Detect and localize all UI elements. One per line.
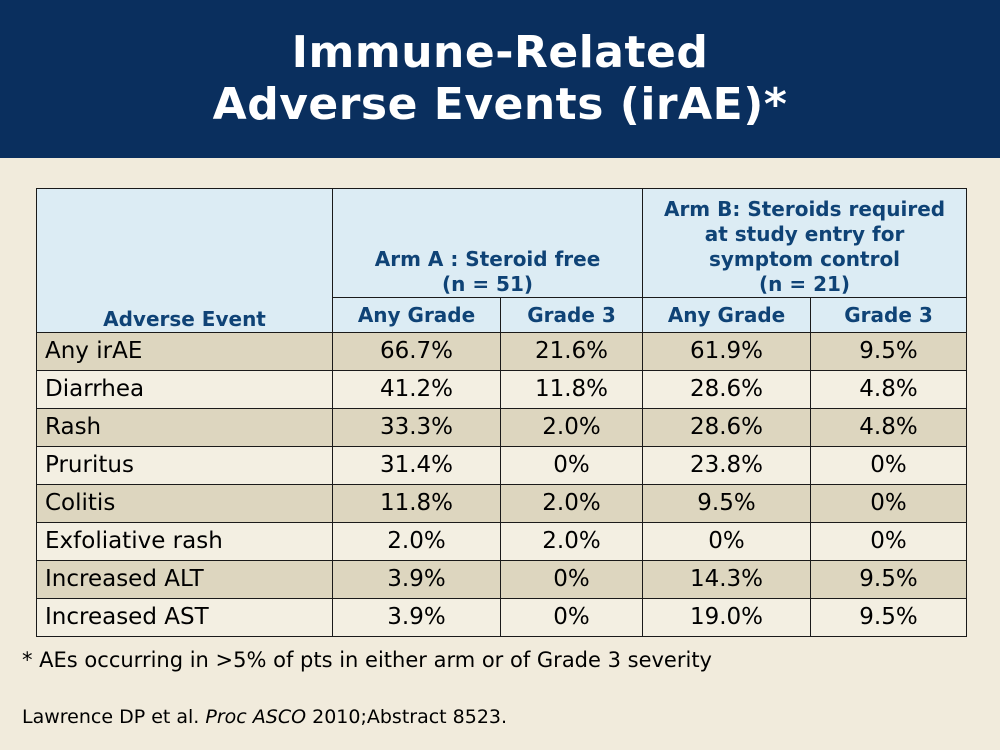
arm-a-any-grade-cell: 31.4%	[332, 446, 501, 485]
arm-b-any-grade-cell: 28.6%	[642, 408, 812, 447]
table-row: Exfoliative rash 2.0% 2.0% 0% 0%	[36, 522, 968, 561]
citation-authors: Lawrence DP et al.	[22, 706, 206, 728]
table-row: Increased AST 3.9% 0% 19.0% 9.5%	[36, 598, 968, 637]
citation: Lawrence DP et al. Proc ASCO 2010;Abstra…	[22, 706, 507, 728]
adverse-events-table: Adverse Event Arm A : Steroid free (n = …	[36, 188, 968, 637]
arm-a-grade3-cell: 0%	[499, 598, 644, 637]
arm-b-grade3-cell: 9.5%	[810, 598, 968, 637]
arm-a-any-grade-header: Any Grade	[332, 297, 501, 333]
arm-b-any-grade-header: Any Grade	[642, 297, 812, 333]
arm-b-label-2: at study entry for	[704, 222, 905, 246]
arm-a-grade3-cell: 21.6%	[499, 332, 644, 371]
arm-b-any-grade-cell: 0%	[642, 522, 812, 561]
arm-a-grade3-cell: 11.8%	[499, 370, 644, 409]
arm-b-grade3-cell: 9.5%	[810, 332, 968, 371]
arm-a-any-grade-cell: 2.0%	[332, 522, 501, 561]
event-cell: Rash	[36, 408, 333, 447]
arm-b-grade3-cell: 0%	[810, 446, 968, 485]
event-cell: Diarrhea	[36, 370, 333, 409]
arm-a-any-grade-cell: 3.9%	[332, 560, 501, 599]
title-bar: Immune-Related Adverse Events (irAE)*	[0, 0, 1000, 158]
arm-b-label-1: Arm B: Steroids required	[663, 197, 946, 221]
arm-b-any-grade-cell: 28.6%	[642, 370, 812, 409]
event-cell: Exfoliative rash	[36, 522, 333, 561]
table-row: Rash 33.3% 2.0% 28.6% 4.8%	[36, 408, 968, 447]
arm-a-label: Arm A : Steroid free	[374, 247, 601, 271]
event-cell: Increased AST	[36, 598, 333, 637]
arm-b-label-3: symptom control	[708, 247, 901, 271]
arm-a-grade3-header: Grade 3	[499, 297, 644, 333]
table-row: Any irAE 66.7% 21.6% 61.9% 9.5%	[36, 332, 968, 371]
table-row: Increased ALT 3.9% 0% 14.3% 9.5%	[36, 560, 968, 599]
footnote: * AEs occurring in >5% of pts in either …	[22, 648, 712, 672]
arm-b-grade3-cell: 4.8%	[810, 370, 968, 409]
arm-a-any-grade-cell: 11.8%	[332, 484, 501, 523]
arm-a-any-grade-cell: 66.7%	[332, 332, 501, 371]
arm-a-grade3-cell: 0%	[499, 560, 644, 599]
arm-a-grade3-cell: 2.0%	[499, 484, 644, 523]
arm-b-grade3-cell: 0%	[810, 522, 968, 561]
arm-b-header: Arm B: Steroids required at study entry …	[642, 188, 968, 298]
citation-details: 2010;Abstract 8523.	[306, 706, 508, 728]
arm-b-grade3-cell: 0%	[810, 484, 968, 523]
title-line-1: Immune-Related	[291, 27, 709, 78]
arm-b-grade3-cell: 4.8%	[810, 408, 968, 447]
event-cell: Any irAE	[36, 332, 333, 371]
arm-a-grade3-cell: 2.0%	[499, 408, 644, 447]
table-row: Colitis 11.8% 2.0% 9.5% 0%	[36, 484, 968, 523]
arm-b-any-grade-cell: 9.5%	[642, 484, 812, 523]
citation-journal: Proc ASCO	[205, 706, 307, 728]
event-cell: Pruritus	[36, 446, 333, 485]
arm-b-any-grade-cell: 61.9%	[642, 332, 812, 371]
arm-a-grade3-cell: 2.0%	[499, 522, 644, 561]
event-cell: Increased ALT	[36, 560, 333, 599]
arm-b-n: (n = 21)	[759, 272, 851, 296]
arm-b-grade3-header: Grade 3	[810, 297, 968, 333]
arm-b-any-grade-cell: 14.3%	[642, 560, 812, 599]
title-line-2: Adverse Events (irAE)*	[212, 79, 788, 130]
arm-a-any-grade-cell: 3.9%	[332, 598, 501, 637]
arm-b-any-grade-cell: 23.8%	[642, 446, 812, 485]
event-cell: Colitis	[36, 484, 333, 523]
arm-a-header: Arm A : Steroid free (n = 51)	[331, 188, 644, 298]
arm-b-any-grade-cell: 19.0%	[642, 598, 812, 637]
arm-a-grade3-cell: 0%	[499, 446, 644, 485]
arm-b-grade3-cell: 9.5%	[810, 560, 968, 599]
adverse-event-header: Adverse Event	[36, 188, 333, 333]
table-row: Diarrhea 41.2% 11.8% 28.6% 4.8%	[36, 370, 968, 409]
arm-a-any-grade-cell: 41.2%	[332, 370, 501, 409]
arm-a-n: (n = 51)	[441, 272, 534, 296]
arm-a-any-grade-cell: 33.3%	[332, 408, 501, 447]
table-row: Pruritus 31.4% 0% 23.8% 0%	[36, 446, 968, 485]
slide-title: Immune-Related Adverse Events (irAE)*	[213, 27, 788, 131]
